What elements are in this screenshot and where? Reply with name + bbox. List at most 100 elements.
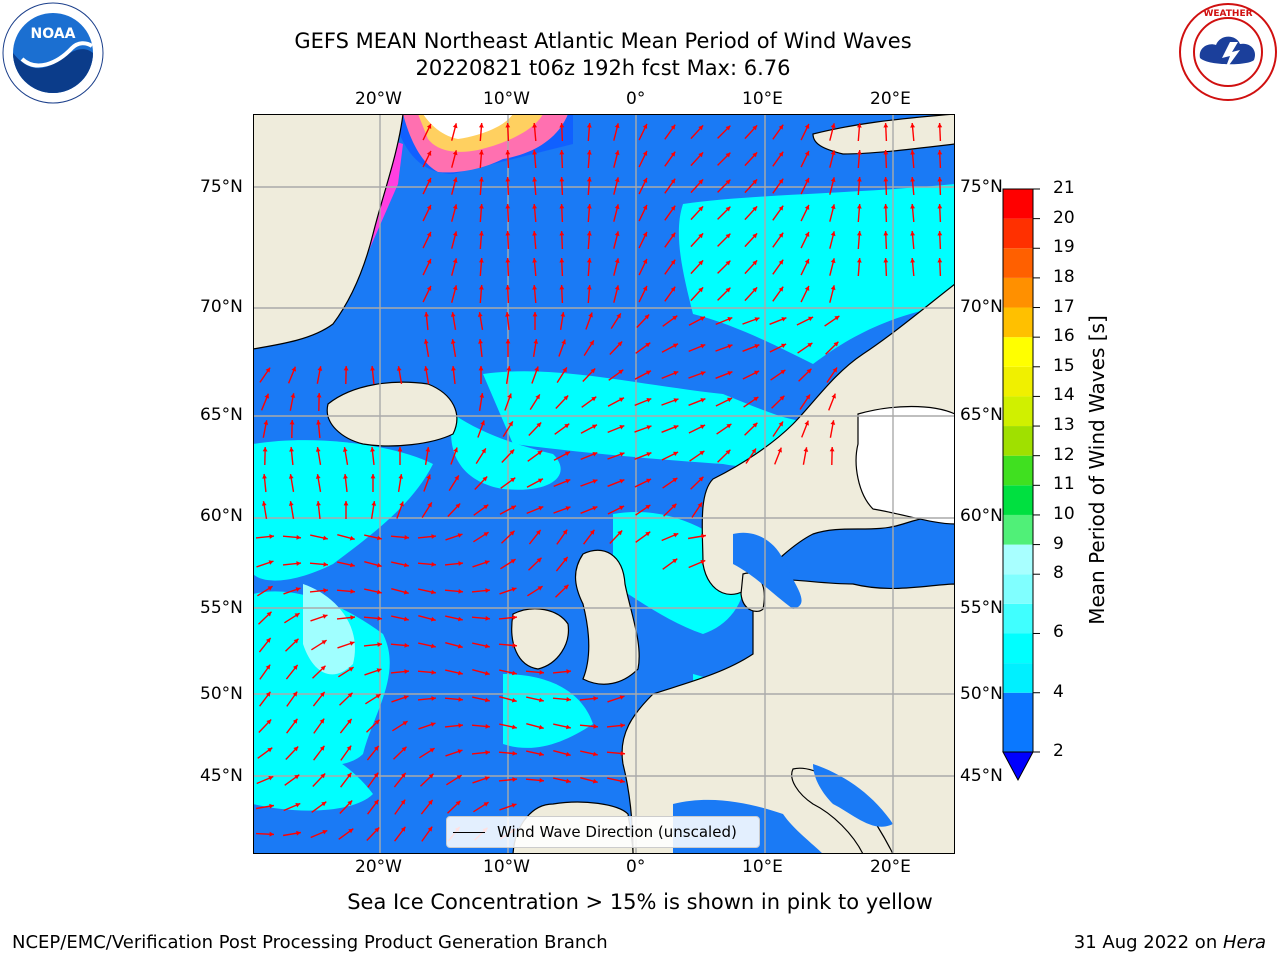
wave-arrow-head [752,125,758,131]
wave-arrow-head [315,447,321,452]
wave-arrow-head [779,395,785,401]
wave-arrow-head [670,151,676,157]
wave-arrow-head [586,177,592,182]
wave-arrow-head [322,830,328,835]
wave-arrow-head [857,231,862,236]
lon-label-bottom: 20°E [870,857,911,877]
wave-arrow-head [726,423,732,429]
wave-arrow-head [698,206,704,212]
wave-arrow-head [268,560,274,565]
wave-arrow-head [505,123,511,128]
wave-arrow-head [266,611,272,617]
map-legend: Wind Wave Direction (unscaled) [446,816,760,848]
wave-arrow-head [532,123,537,128]
wave-arrow-head [458,616,463,622]
wave-arrow-head [645,504,651,510]
land-iceland [326,381,458,447]
wave-arrow-head [423,366,429,371]
wave-arrow-head [778,286,784,292]
wave-arrow-head [672,315,678,321]
land-greenland [253,114,404,350]
wave-arrow-head [536,529,541,535]
wave-arrow-head [511,505,516,510]
wave-arrow-head [478,366,484,371]
wave-arrow-head [323,588,328,593]
lon-label-top: 10°W [483,89,530,109]
wave-arrow-head [485,643,490,649]
wave-arrow-head [698,233,704,239]
colorbar-tick-label: 10 [1053,503,1075,524]
wave-arrow-head [752,233,758,239]
wave-arrow-head [347,800,353,806]
wave-arrow-head [426,231,432,237]
wave-arrow-head [266,719,272,725]
wave-arrow-head [453,447,458,453]
lat-label-left: 60°N [200,506,243,526]
wave-arrow-head [539,778,544,783]
wave-arrow-head [807,342,813,348]
wave-arrow-head [752,206,758,212]
wave-arrow-head [620,723,625,728]
wave-arrow-head [431,562,436,567]
wave-arrow-head [293,746,299,752]
wave-arrow-head [614,285,620,291]
colorbar-tick-label: 4 [1053,681,1064,702]
wave-arrow-head [937,177,943,182]
wave-arrow-head [830,285,836,291]
wave-arrow-head [832,367,837,373]
wave-arrow-head [430,722,436,727]
wave-arrow-head [506,366,512,371]
wave-arrow-head [642,177,648,183]
graticule [253,114,955,854]
wave-arrow-head [831,393,836,399]
colorbar-bin [1003,248,1033,278]
wave-arrow-head [559,204,565,209]
wave-arrow-head [751,448,756,454]
wave-arrow-head [592,479,598,484]
wave-arrow-head [265,691,271,697]
wave-arrow-head [479,150,484,155]
wave-arrow-head [808,316,814,322]
wave-arrow-head [429,748,435,753]
wave-arrow-head [883,150,889,155]
wave-arrow-head [428,773,434,779]
wave-arrow-head [618,369,624,375]
wave-arrow-head [454,475,459,481]
wave-arrow-head [343,501,349,506]
wave-arrow-head [292,718,298,724]
wave-arrow-head [538,724,544,730]
wave-arrow-head [404,562,409,568]
wave-arrow-head [857,123,862,128]
wave-arrow-head [616,313,621,319]
wave-arrow-head [267,586,273,591]
wave-arrow-head [458,723,463,728]
wave-arrow-head [725,449,731,455]
wave-arrow-head [322,614,328,619]
colorbar-bin [1003,455,1033,486]
colorbar-tick-label: 6 [1053,622,1064,643]
wave-arrow-head [511,697,517,703]
wave-arrow-head [479,177,484,182]
wave-arrow-head [296,535,301,540]
colorbar-tick-label: 16 [1053,326,1075,347]
colorbar-bin [1003,396,1033,427]
noaa-logo: NOAA [2,2,104,104]
wave-arrow-head [320,691,325,697]
wave-arrow-head [485,750,490,755]
colorbar-tick-label: 19 [1053,237,1075,258]
lon-label-bottom: 10°E [742,857,783,877]
wave-arrow-head [316,393,322,398]
colorbar-bin [1003,603,1033,634]
svg-text:WEATHER: WEATHER [1203,9,1252,19]
wave-arrow-head [264,393,269,399]
wave-arrow-head [323,562,328,567]
wave-arrow-head [804,123,810,129]
wave-arrow-head [404,643,409,648]
wave-arrow-head [426,474,431,480]
wave-arrow-head [670,178,676,184]
wave-arrow-head [512,724,517,730]
wave-arrow-head [778,151,784,157]
wave-arrow-head [479,393,485,398]
wave-arrow-head [803,447,809,452]
wave-arrow-head [754,344,760,349]
